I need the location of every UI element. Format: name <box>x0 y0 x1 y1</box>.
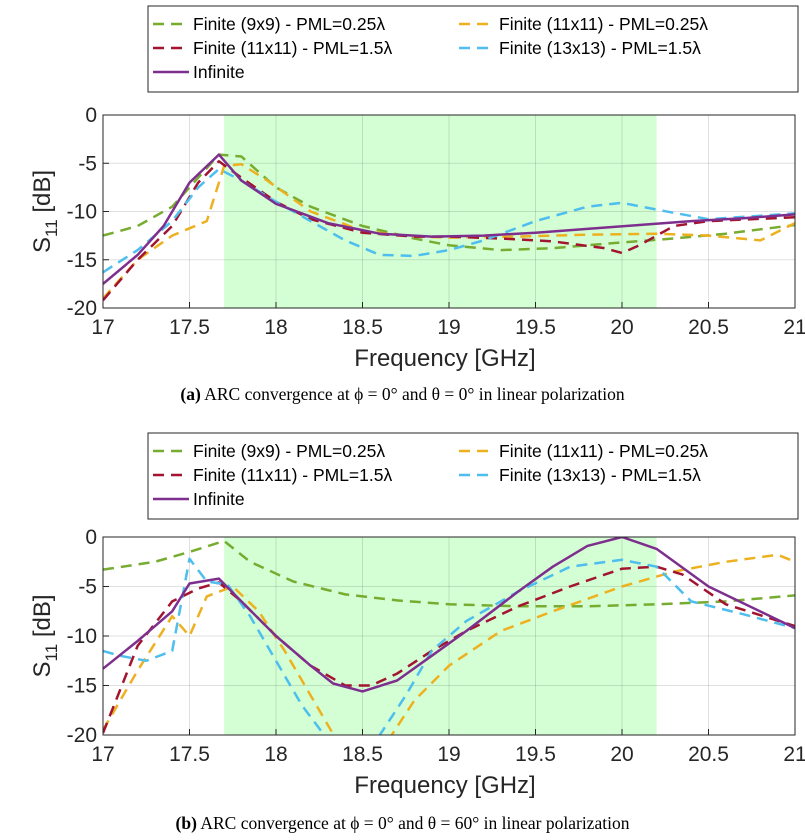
legend-label: Finite (13x13) - PML=1.5λ <box>499 38 701 58</box>
x-tick-label: 18.5 <box>342 743 383 766</box>
y-axis-label-main: S <box>29 237 56 253</box>
x-tick-label: 20 <box>610 743 633 766</box>
legend: Finite (9x9) - PML=0.25λ Finite (11x11) -… <box>147 5 799 93</box>
x-axis-label: Frequency [GHz] <box>354 345 535 372</box>
y-tick-label: 0 <box>85 104 97 127</box>
y-tick-label: -5 <box>78 152 97 175</box>
y-tick-label: -20 <box>67 724 97 747</box>
y-axis-label-unit: [dB] <box>29 170 56 219</box>
y-tick-label: -15 <box>67 675 97 698</box>
y-axis-label-unit: [dB] <box>29 594 56 643</box>
series-group <box>103 537 795 735</box>
series-line-finite_9x9 <box>103 153 795 252</box>
legend: Finite (9x9) - PML=0.25λ Finite (11x11) -… <box>147 432 799 520</box>
legend-label: Infinite <box>193 62 245 82</box>
legend-label: Finite (9x9) - PML=0.25λ <box>193 14 385 34</box>
x-tick-label: 17 <box>91 743 114 766</box>
x-tick-label: 21 <box>783 316 805 339</box>
x-tick-label: 17 <box>91 316 114 339</box>
legend-box <box>147 432 799 520</box>
y-axis-label-sub: 11 <box>42 219 61 237</box>
x-tick-label: 20 <box>610 316 633 339</box>
legend-label: Finite (11x11) - PML=1.5λ <box>193 38 392 58</box>
caption-a-label: (a) <box>180 384 201 404</box>
y-axis-label-main: S <box>29 662 56 678</box>
x-tick-label: 17.5 <box>169 316 210 339</box>
x-tick-label: 21 <box>783 743 805 766</box>
x-tick-label: 19 <box>437 316 460 339</box>
x-tick-label: 19.5 <box>515 743 556 766</box>
y-tick-label: 0 <box>85 526 97 549</box>
y-tick-label: -15 <box>67 249 97 272</box>
legend-label: Finite (11x11) - PML=1.5λ <box>193 465 392 485</box>
series-line-finite_13x13 <box>103 557 795 735</box>
x-tick-label: 19 <box>437 743 460 766</box>
series-line-finite_9x9 <box>103 539 795 608</box>
x-tick-label: 19.5 <box>515 316 556 339</box>
x-tick-label: 20.5 <box>688 316 729 339</box>
caption-b-label: (b) <box>175 813 197 833</box>
series-line-finite_11x11_025 <box>103 553 795 735</box>
chart-panel-b: 17 17.5 18 18.5 19 19.5 20 20.5 21 -20 -15 -10 -5 0 Fr… <box>29 432 805 799</box>
x-tick-label: 18.5 <box>342 316 383 339</box>
series-line-finite_13x13 <box>103 167 795 274</box>
legend-label: Finite (11x11) - PML=0.25λ <box>499 441 708 461</box>
legend-label: Infinite <box>193 489 245 509</box>
series-line-finite_11x11_15 <box>103 565 795 734</box>
series-line-infinite <box>103 537 795 693</box>
series-group <box>103 153 795 302</box>
legend-box <box>147 5 799 93</box>
y-axis-label: S11 [dB] <box>29 170 61 253</box>
legend-label: Finite (9x9) - PML=0.25λ <box>193 441 385 461</box>
chart-panel-a: 17 17.5 18 18.5 19 19.5 20 20.5 21 -20 -15 -10 -5 0 Fr… <box>29 5 805 372</box>
x-tick-label: 18 <box>264 743 287 766</box>
caption-a-text: ARC convergence at ϕ = 0° and θ = 0° in … <box>204 384 625 404</box>
y-tick-label: -10 <box>67 201 97 224</box>
operating-band <box>224 537 657 735</box>
caption-b-text: ARC convergence at ϕ = 0° and θ = 60° in… <box>200 813 630 833</box>
y-tick-label: -5 <box>78 576 97 599</box>
series-line-infinite <box>103 153 795 285</box>
y-tick-label: -20 <box>67 297 97 320</box>
y-axis-label-sub: 11 <box>42 644 61 662</box>
x-tick-label: 20.5 <box>688 743 729 766</box>
legend-label: Finite (13x13) - PML=1.5λ <box>499 465 701 485</box>
x-axis-label: Frequency [GHz] <box>354 772 535 799</box>
y-axis-label: S11 [dB] <box>29 594 61 677</box>
caption-b: (b) ARC convergence at ϕ = 0° and θ = 60… <box>0 813 805 834</box>
legend-label: Finite (11x11) - PML=0.25λ <box>499 14 708 34</box>
y-tick-label: -10 <box>67 625 97 648</box>
x-tick-label: 18 <box>264 316 287 339</box>
x-tick-label: 17.5 <box>169 743 210 766</box>
caption-a: (a) ARC convergence at ϕ = 0° and θ = 0°… <box>0 384 805 405</box>
